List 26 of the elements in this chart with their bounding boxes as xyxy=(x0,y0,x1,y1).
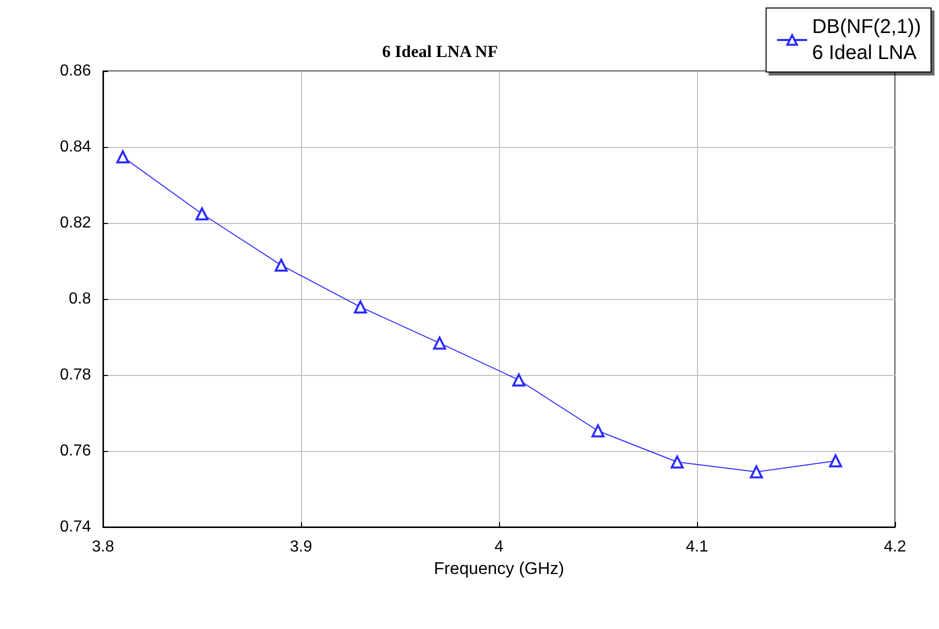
x-tick-label: 4.2 xyxy=(884,538,906,556)
x-axis-title: Frequency (GHz) xyxy=(434,558,564,578)
y-tick-label: 0.84 xyxy=(60,138,92,156)
y-tick-label: 0.8 xyxy=(68,290,92,308)
y-tick-label: 0.82 xyxy=(60,214,92,232)
point xyxy=(750,465,763,478)
y-tick-label: 0.74 xyxy=(60,518,92,536)
point xyxy=(592,424,604,438)
point xyxy=(354,300,367,314)
point xyxy=(274,258,288,272)
legend-title: 6 Ideal LNA xyxy=(812,42,918,64)
point xyxy=(433,336,446,350)
chart-title: 6 Ideal LNA NF xyxy=(382,42,498,61)
point xyxy=(829,454,842,468)
point xyxy=(116,150,130,164)
x-tick-label: 3.9 xyxy=(290,538,312,556)
x-tick-label: 3.8 xyxy=(92,538,114,556)
point xyxy=(512,373,526,386)
y-tick-label: 0.78 xyxy=(60,366,92,384)
y-tick-label: 0.76 xyxy=(60,442,92,460)
point xyxy=(196,207,208,220)
y-tick-label: 0.86 xyxy=(60,62,92,80)
legend-label: DB(NF(2,1)) xyxy=(812,16,922,38)
x-tick-label: 4 xyxy=(494,538,504,556)
x-tick-label: 4.1 xyxy=(686,538,708,556)
point xyxy=(670,456,684,469)
